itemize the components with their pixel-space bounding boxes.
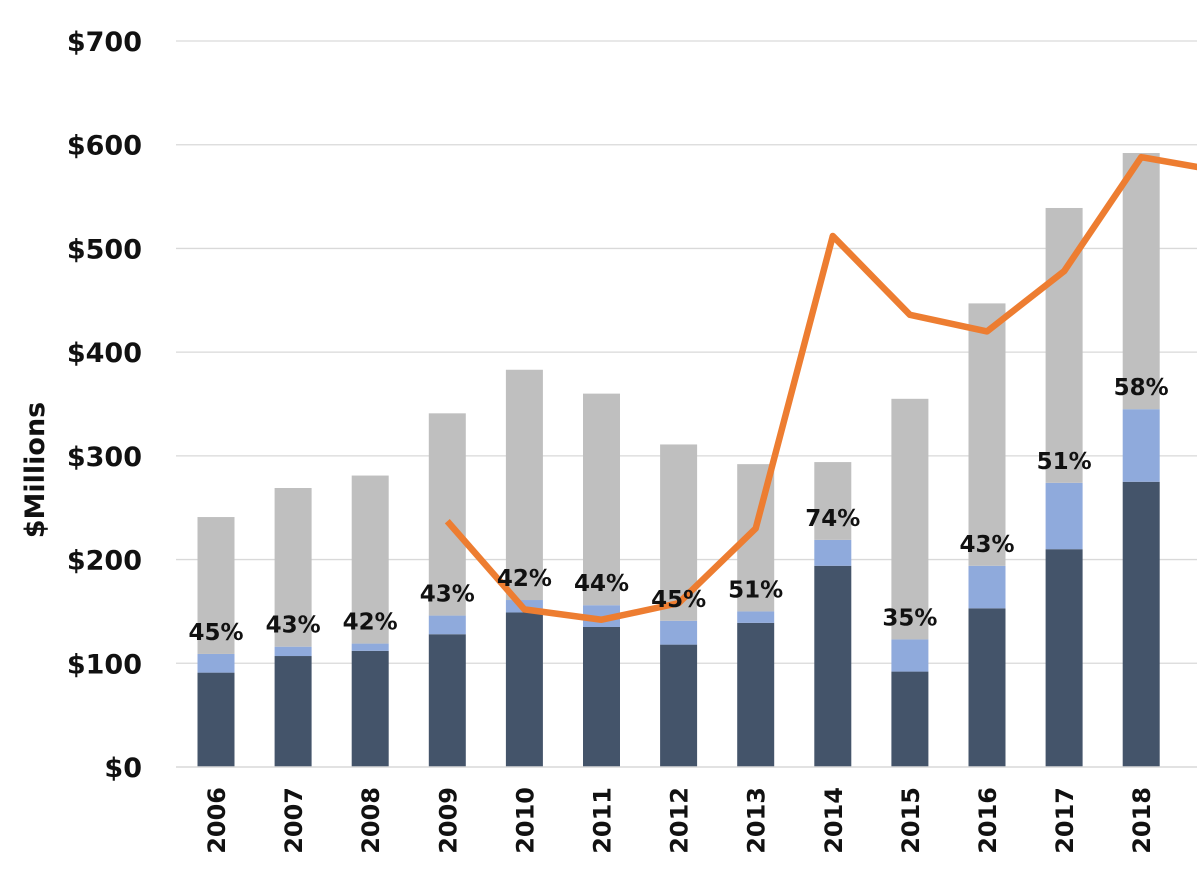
bar-segment-series-1 xyxy=(583,627,620,767)
bar-segment-series-1 xyxy=(891,672,928,767)
bar-segment-series-3 xyxy=(1123,153,1160,409)
data-label: 42% xyxy=(497,566,552,592)
bar-segment-series-2 xyxy=(660,621,697,645)
x-tick-label: 2015 xyxy=(897,787,925,854)
axes: $0 $100 $200 $300 $400 $500 $600 $700 2006 2007 20… xyxy=(67,27,1197,854)
y-tick-label: $700 xyxy=(67,27,142,58)
bar-segment-series-2 xyxy=(429,616,466,635)
x-tick-label: 2017 xyxy=(1051,787,1079,854)
bar-segment-series-2 xyxy=(1123,409,1160,482)
y-tick-label: $0 xyxy=(104,753,142,784)
x-tick-label: 2016 xyxy=(974,787,1002,854)
bar-segment-series-1 xyxy=(506,612,543,767)
x-tick-label: 2018 xyxy=(1128,787,1156,854)
data-label: 43% xyxy=(266,613,321,639)
bar-segment-series-1 xyxy=(352,651,389,767)
x-tick-label: 2006 xyxy=(203,787,231,854)
data-label: 74% xyxy=(805,506,860,532)
data-label: 43% xyxy=(420,582,475,608)
data-label: 44% xyxy=(574,571,629,597)
bar-segment-series-2 xyxy=(198,654,235,673)
bar-segment-series-1 xyxy=(275,656,312,767)
y-tick-label: $500 xyxy=(67,234,142,265)
bar-segment-series-2 xyxy=(1046,483,1083,549)
bar-segment-series-2 xyxy=(352,644,389,651)
data-label: 51% xyxy=(1037,449,1092,475)
data-label: 51% xyxy=(728,577,783,603)
bar-segment-series-3 xyxy=(891,399,928,640)
data-label: 42% xyxy=(343,610,398,636)
x-tick-label: 2012 xyxy=(666,787,694,854)
data-label: 43% xyxy=(959,532,1014,558)
bar-segment-series-3 xyxy=(969,303,1006,565)
y-tick-label: $400 xyxy=(67,338,142,369)
x-tick-label: 2008 xyxy=(357,787,385,854)
bar-segment-series-1 xyxy=(1046,549,1083,767)
x-tick-label: 2014 xyxy=(820,787,848,854)
y-tick-label: $100 xyxy=(67,649,142,680)
x-tick-label: 2007 xyxy=(280,787,308,854)
y-tick-label: $200 xyxy=(67,546,142,577)
y-tick-label: $600 xyxy=(67,131,142,162)
bar-segment-series-1 xyxy=(660,645,697,767)
bar-segment-series-2 xyxy=(969,566,1006,609)
bar-segment-series-1 xyxy=(1123,482,1160,767)
bar-segment-series-2 xyxy=(737,611,774,622)
y-tick-label: $300 xyxy=(67,442,142,473)
bar-segment-series-2 xyxy=(814,540,851,566)
data-label: 45% xyxy=(188,620,243,646)
bar-segment-series-1 xyxy=(737,623,774,767)
bar-segment-series-1 xyxy=(969,608,1006,767)
x-tick-label: 2010 xyxy=(511,787,539,854)
bar-segment-series-2 xyxy=(891,639,928,671)
data-label: 35% xyxy=(882,605,937,631)
x-tick-label: 2013 xyxy=(743,787,771,854)
data-label: 45% xyxy=(651,587,706,613)
y-axis-title: $Millions xyxy=(20,402,51,539)
bars xyxy=(198,153,1160,767)
bar-segment-series-2 xyxy=(275,647,312,656)
x-tick-label: 2009 xyxy=(434,787,462,854)
bar-segment-series-1 xyxy=(429,634,466,767)
bar-segment-series-1 xyxy=(814,566,851,767)
data-label: 58% xyxy=(1114,375,1169,401)
bar-segment-series-1 xyxy=(198,673,235,767)
x-tick-label: 2011 xyxy=(589,787,617,854)
